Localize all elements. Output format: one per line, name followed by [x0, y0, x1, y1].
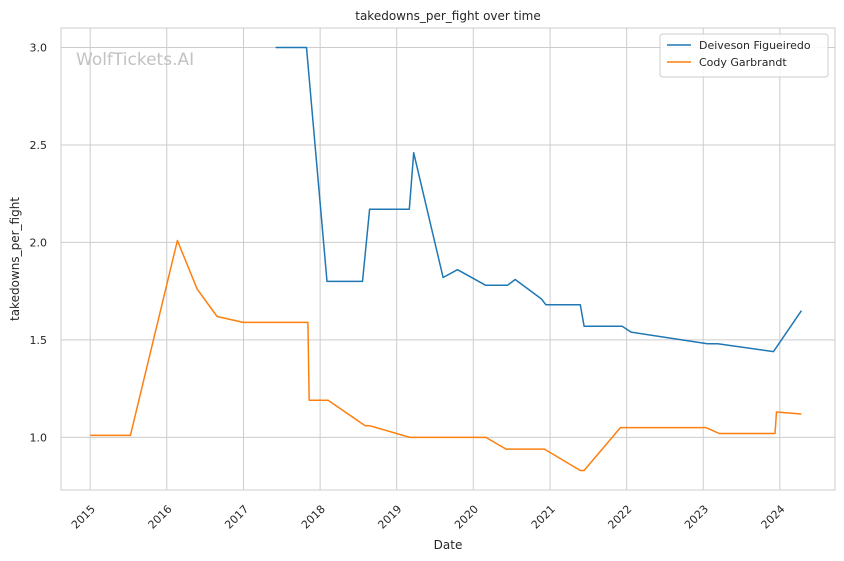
x-tick-label: 2024: [759, 503, 788, 532]
series-line-0: [275, 46, 803, 353]
y-tick-label: 1.5: [30, 334, 48, 347]
y-tick-label: 2.0: [30, 236, 48, 249]
x-axis-label: Date: [434, 538, 463, 552]
grid-lines: [61, 28, 835, 490]
x-tick-label: 2018: [299, 503, 328, 532]
y-axis-label: takedowns_per_fight: [8, 197, 22, 321]
y-axis-tick-labels: 1.0 1.5 2.0 2.5 3.0: [30, 41, 48, 444]
series-lines: [90, 46, 803, 472]
y-tick-label: 3.0: [30, 41, 48, 54]
x-tick-label: 2020: [452, 503, 481, 532]
x-tick-label: 2016: [146, 503, 175, 532]
plot-area-frame: [60, 27, 836, 491]
watermark-text: WolfTickets.AI: [76, 50, 194, 70]
chart-title: takedowns_per_fight over time: [355, 9, 541, 23]
legend: Deiveson Figueiredo Cody Garbrandt: [659, 33, 829, 78]
x-axis-tick-labels: 2015 2016 2017 2018 2019 2020 2021 2022 2023 2024: [69, 503, 788, 532]
x-tick-label: 2015: [69, 503, 98, 532]
x-tick-label: 2021: [529, 503, 558, 532]
x-tick-label: 2017: [222, 503, 251, 532]
legend-label-1: Cody Garbrandt: [699, 56, 787, 69]
y-tick-label: 2.5: [30, 139, 48, 152]
series-line-1: [90, 239, 802, 472]
x-tick-label: 2023: [682, 503, 711, 532]
legend-label-0: Deiveson Figueiredo: [699, 39, 811, 52]
legend-box: [659, 33, 829, 78]
y-tick-label: 1.0: [30, 431, 48, 444]
x-tick-label: 2022: [605, 503, 634, 532]
x-tick-label: 2019: [375, 503, 404, 532]
